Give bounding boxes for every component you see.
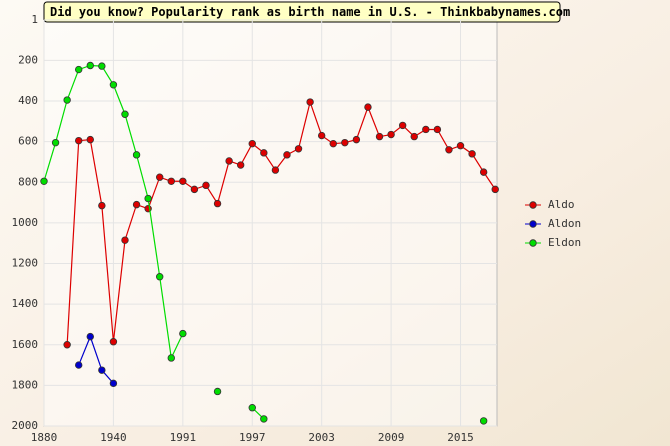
y-tick-label: 1000 bbox=[12, 216, 39, 229]
series-line bbox=[78, 334, 114, 384]
x-tick-label: 1940 bbox=[100, 431, 127, 444]
data-point bbox=[433, 125, 442, 134]
data-point bbox=[306, 98, 314, 106]
legend-marker bbox=[529, 239, 537, 247]
x-tick-label: 2009 bbox=[378, 431, 405, 444]
data-point bbox=[75, 361, 83, 369]
data-point bbox=[121, 110, 129, 118]
data-point bbox=[468, 150, 476, 158]
data-point bbox=[387, 130, 395, 139]
data-point bbox=[132, 200, 141, 209]
data-point bbox=[491, 185, 499, 194]
legend-marker bbox=[529, 220, 537, 228]
y-tick-label: 400 bbox=[18, 94, 38, 107]
data-point bbox=[479, 417, 488, 425]
data-point bbox=[155, 273, 164, 281]
data-point bbox=[341, 138, 349, 147]
legend-label: Aldon bbox=[548, 217, 581, 230]
data-point bbox=[283, 151, 291, 159]
data-point bbox=[364, 103, 372, 111]
data-point bbox=[155, 173, 164, 181]
data-point bbox=[86, 332, 94, 341]
data-point bbox=[294, 145, 303, 153]
data-point bbox=[40, 177, 48, 185]
x-tick-label: 2003 bbox=[308, 431, 335, 444]
data-point bbox=[109, 379, 118, 388]
y-tick-label: 1400 bbox=[12, 297, 39, 310]
data-point bbox=[98, 201, 106, 210]
y-tick-label: 2000 bbox=[12, 419, 39, 432]
data-point bbox=[202, 181, 210, 190]
x-tick-label: 1880 bbox=[31, 431, 58, 444]
data-point bbox=[167, 354, 175, 362]
data-point bbox=[51, 138, 60, 147]
data-point bbox=[329, 139, 337, 148]
data-point bbox=[213, 387, 222, 396]
y-tick-label: 1200 bbox=[12, 257, 39, 270]
data-point bbox=[398, 121, 407, 130]
y-tick-label: 1600 bbox=[12, 338, 39, 351]
title-box bbox=[43, 1, 561, 23]
data-point bbox=[248, 139, 256, 148]
data-point bbox=[86, 135, 94, 144]
y-tick-label: 800 bbox=[18, 175, 38, 188]
data-point bbox=[75, 65, 83, 74]
data-point bbox=[98, 62, 106, 70]
data-point bbox=[456, 142, 465, 150]
chart-title: Did you know? Popularity rank as birth n… bbox=[50, 5, 570, 19]
data-point bbox=[63, 341, 71, 349]
data-point bbox=[167, 177, 175, 185]
data-point bbox=[445, 146, 453, 154]
data-point bbox=[225, 157, 233, 165]
data-point bbox=[109, 338, 118, 346]
data-point bbox=[422, 125, 430, 134]
data-point bbox=[271, 166, 280, 174]
data-point bbox=[179, 177, 187, 185]
data-point bbox=[236, 161, 245, 169]
data-point bbox=[260, 415, 268, 423]
data-point bbox=[479, 168, 488, 176]
data-point bbox=[121, 236, 129, 244]
data-point bbox=[179, 329, 187, 338]
data-point bbox=[317, 131, 326, 140]
y-tick-label: 600 bbox=[18, 135, 38, 148]
legend-label: Eldon bbox=[548, 236, 581, 249]
x-tick-label: 1991 bbox=[170, 431, 197, 444]
data-point bbox=[75, 136, 83, 145]
data-point bbox=[144, 194, 152, 203]
legend-label: Aldo bbox=[548, 198, 575, 211]
data-point bbox=[86, 61, 94, 70]
x-tick-label: 1997 bbox=[239, 431, 266, 444]
data-point bbox=[375, 132, 384, 141]
data-point bbox=[352, 135, 361, 144]
data-point bbox=[98, 366, 106, 374]
data-point bbox=[410, 132, 418, 141]
legend-marker bbox=[529, 201, 537, 209]
data-point bbox=[109, 81, 118, 89]
x-tick-label: 2015 bbox=[447, 431, 474, 444]
data-point bbox=[132, 151, 141, 159]
data-point bbox=[248, 404, 256, 412]
data-point bbox=[213, 199, 222, 208]
y-tick-label: 1800 bbox=[12, 378, 39, 391]
data-point bbox=[190, 185, 199, 194]
data-point bbox=[63, 96, 71, 104]
y-tick-label: 1 bbox=[31, 13, 38, 26]
data-point bbox=[260, 149, 268, 157]
y-tick-label: 200 bbox=[18, 53, 38, 66]
